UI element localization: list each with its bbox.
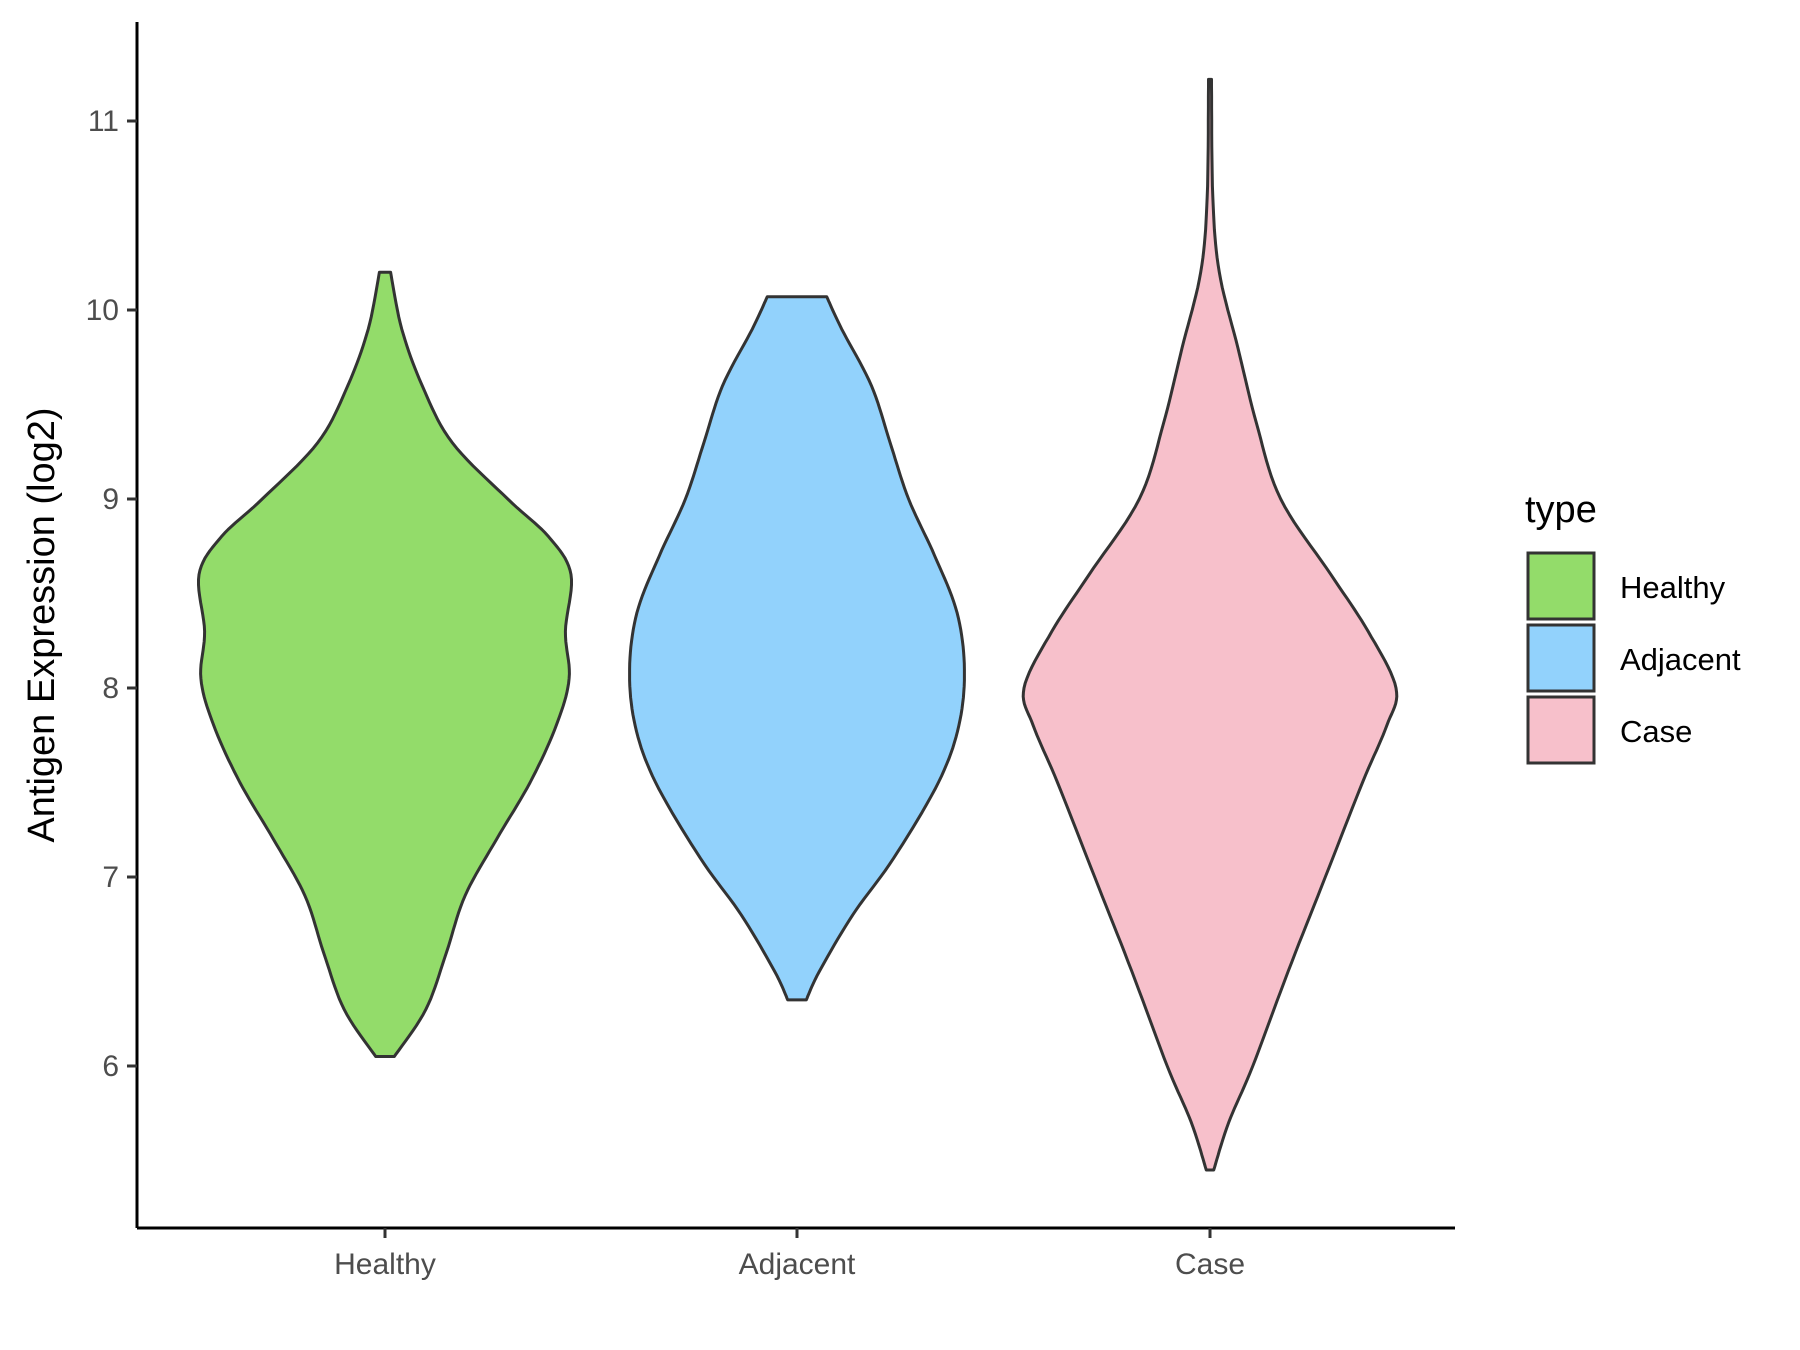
y-tick-label: 7 [102, 861, 119, 894]
legend-label-healthy: Healthy [1620, 570, 1726, 605]
x-tick-label-adjacent: Adjacent [739, 1248, 856, 1281]
legend-label-case: Case [1620, 714, 1692, 749]
legend-title: type [1525, 489, 1597, 531]
violin-adjacent [628, 295, 966, 1002]
legend-label-adjacent: Adjacent [1620, 642, 1741, 677]
x-tick-label-case: Case [1175, 1248, 1245, 1281]
axes-layer: 6 7 8 9 10 11 Healthy Adjacent Case Antigen Expre… [21, 22, 1455, 1281]
y-axis-title: Antigen Expression (log2) [21, 407, 63, 842]
legend: type Healthy Adjacent Case [1525, 489, 1741, 765]
y-tick-label: 9 [102, 483, 119, 516]
legend-swatch-adjacent [1526, 623, 1596, 693]
legend-swatch-case [1526, 695, 1596, 765]
y-tick-label: 8 [102, 672, 119, 705]
y-tick-label: 11 [88, 105, 119, 138]
violin-healthy [197, 270, 573, 1058]
violins-layer [197, 77, 1399, 1172]
x-tick-label-healthy: Healthy [334, 1248, 436, 1281]
y-tick-label: 10 [86, 294, 119, 327]
violin-case [1021, 77, 1399, 1172]
y-tick-label: 6 [102, 1050, 119, 1083]
legend-swatch-healthy [1526, 551, 1596, 621]
